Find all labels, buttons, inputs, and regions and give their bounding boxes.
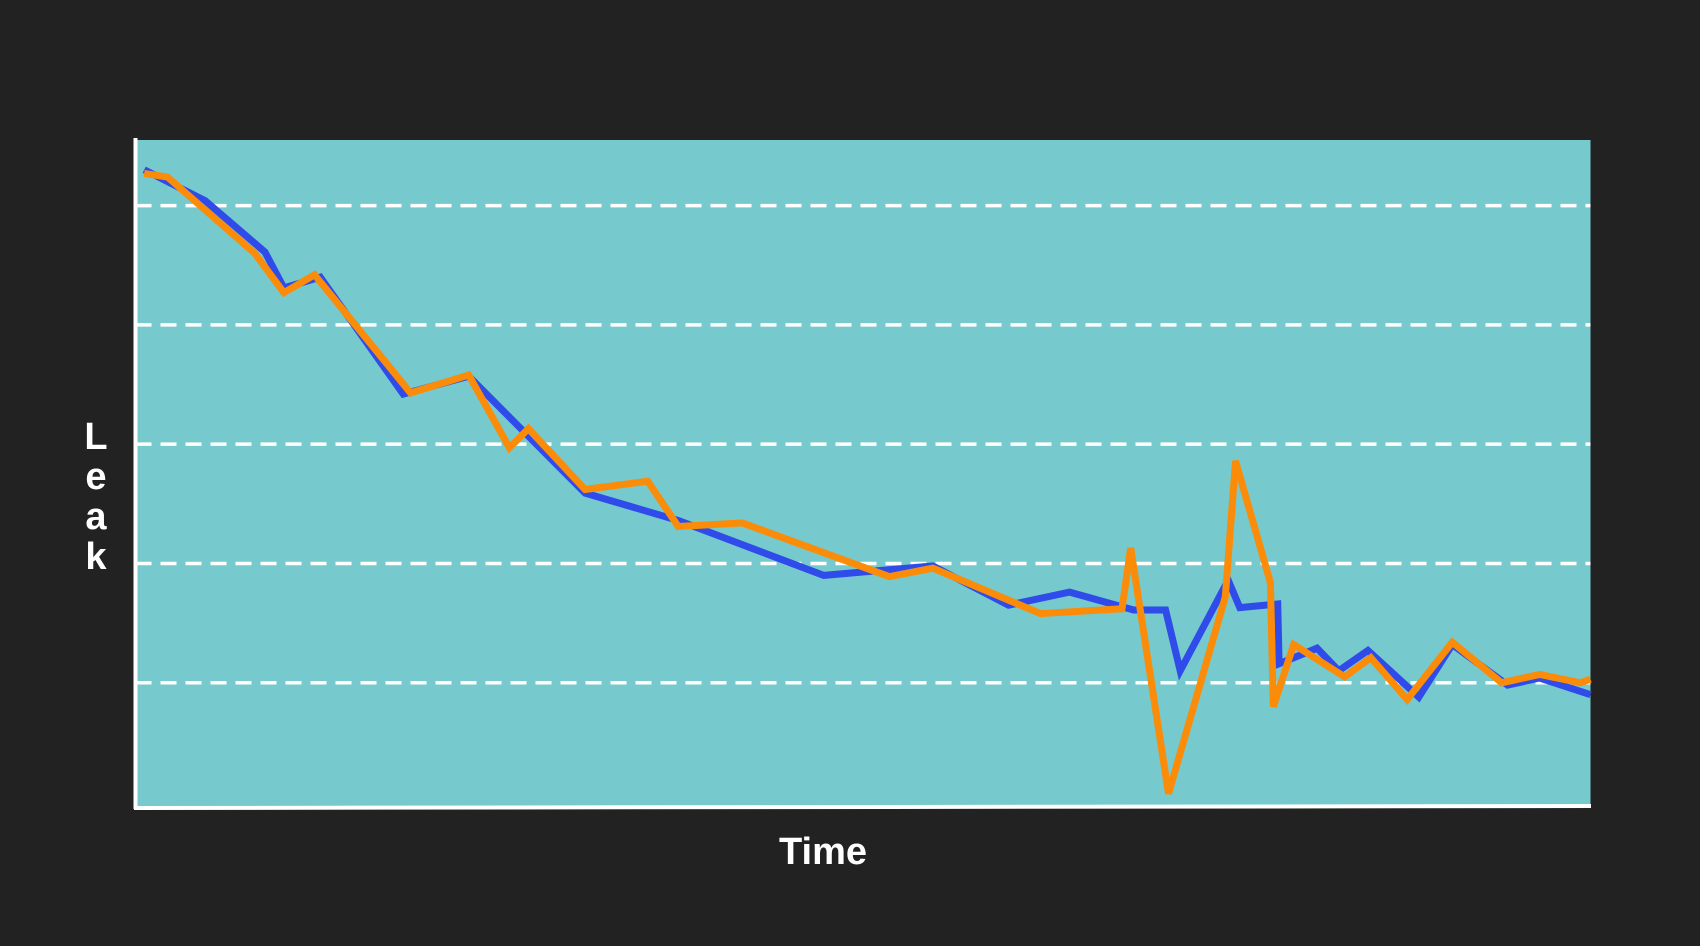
series-line: [143, 169, 1592, 795]
x-axis-label: Time: [779, 831, 867, 873]
y-axis-label: Leak: [75, 416, 117, 576]
plot-area: [135, 140, 1591, 808]
lines: [142, 166, 1592, 795]
x-axis: [133, 804, 1592, 810]
